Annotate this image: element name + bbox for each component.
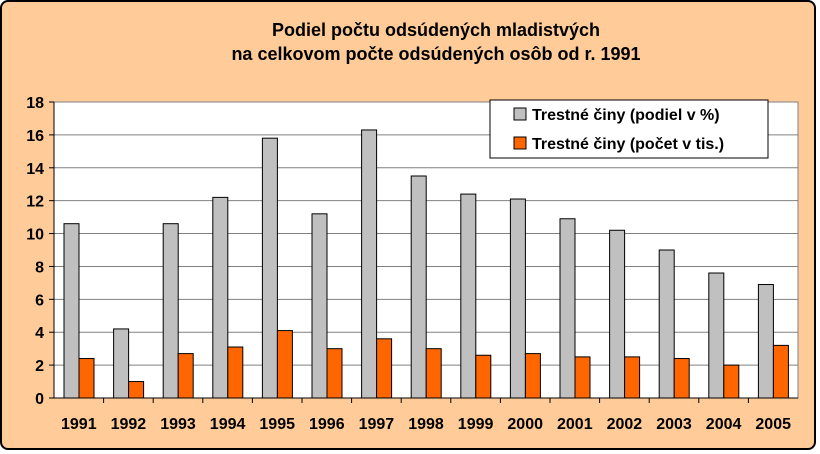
x-tick-label-1995: 1995 xyxy=(259,416,295,433)
legend-swatch-podiel xyxy=(513,107,527,121)
bar-podiel-2002 xyxy=(609,229,626,399)
bar-podiel-2000 xyxy=(509,198,526,399)
y-tick-label: 4 xyxy=(35,325,44,342)
bar-podiel-1998 xyxy=(410,175,427,399)
bar-podiel-1995 xyxy=(261,137,278,399)
bar-podiel-1991 xyxy=(63,223,80,399)
x-tick-label-2000: 2000 xyxy=(507,416,543,433)
y-tick-label: 10 xyxy=(26,227,44,244)
bar-podiel-1996 xyxy=(311,213,328,399)
bar-podiel-1999 xyxy=(460,193,477,399)
bar-pocet-2003 xyxy=(673,358,690,399)
bar-pocet-1993 xyxy=(177,353,194,399)
legend-swatch-pocet xyxy=(513,136,527,150)
y-tick-label: 6 xyxy=(35,292,44,309)
bar-podiel-2004 xyxy=(708,272,725,399)
bar-podiel-1997 xyxy=(361,129,378,399)
x-tick-label-1992: 1992 xyxy=(111,416,147,433)
bar-pocet-1991 xyxy=(78,358,95,399)
bar-pocet-2005 xyxy=(772,344,789,399)
x-tick-label-2004: 2004 xyxy=(706,416,742,433)
legend-box xyxy=(489,99,769,159)
x-tick-label-1998: 1998 xyxy=(408,416,444,433)
y-tick-label: 0 xyxy=(35,391,44,408)
y-tick-label: 8 xyxy=(35,259,44,276)
x-tick-label-2001: 2001 xyxy=(557,416,593,433)
chart-title-line1: Podiel počtu odsúdených mladistvých xyxy=(272,20,600,40)
bar-pocet-1994 xyxy=(227,346,244,399)
y-tick-label: 2 xyxy=(35,358,44,375)
y-tick-label: 16 xyxy=(26,128,44,145)
x-tick-label-1997: 1997 xyxy=(359,416,395,433)
bar-pocet-2004 xyxy=(723,364,740,399)
chart-title-line2: na celkovom počte odsúdených osôb od r. … xyxy=(231,44,640,64)
bar-podiel-1993 xyxy=(162,223,179,399)
y-tick-label: 18 xyxy=(26,95,44,112)
y-tick-label: 14 xyxy=(26,161,44,178)
bar-pocet-2001 xyxy=(574,356,591,399)
bar-pocet-1996 xyxy=(326,348,343,399)
y-tick-label: 12 xyxy=(26,194,44,211)
bar-pocet-1999 xyxy=(475,354,492,399)
chart-legend: Trestné činy (podiel v %) Trestné činy (… xyxy=(489,99,769,159)
chart-svg: Podiel počtu odsúdených mladistvých na c… xyxy=(26,20,799,433)
x-tick-label-2003: 2003 xyxy=(656,416,692,433)
bar-podiel-2003 xyxy=(658,249,675,399)
bar-pocet-1997 xyxy=(376,338,393,399)
bar-pocet-2000 xyxy=(524,353,541,399)
bar-pocet-1995 xyxy=(276,330,293,399)
x-tick-label-2005: 2005 xyxy=(755,416,791,433)
x-tick-label-1999: 1999 xyxy=(458,416,494,433)
bar-podiel-1992 xyxy=(113,328,130,399)
legend-label-podiel: Trestné činy (podiel v %) xyxy=(532,107,720,124)
bar-pocet-1992 xyxy=(128,381,145,399)
x-tick-label-1991: 1991 xyxy=(61,416,97,433)
x-tick-label-1996: 1996 xyxy=(309,416,345,433)
bar-podiel-2001 xyxy=(559,218,576,399)
bar-pocet-1998 xyxy=(425,348,442,399)
x-tick-label-1994: 1994 xyxy=(210,416,246,433)
bars-layer xyxy=(63,129,789,399)
bar-podiel-1994 xyxy=(212,196,229,399)
bar-pocet-2002 xyxy=(624,356,641,399)
bar-podiel-2005 xyxy=(757,284,774,399)
x-tick-label-2002: 2002 xyxy=(607,416,643,433)
x-tick-label-1993: 1993 xyxy=(160,416,196,433)
legend-label-pocet: Trestné činy (počet v tis.) xyxy=(532,136,724,153)
axis-layer: 0 2 4 6 8 10 12 14 16 18 1991 1992 1993 1994 1995 1996 1… xyxy=(26,95,798,433)
